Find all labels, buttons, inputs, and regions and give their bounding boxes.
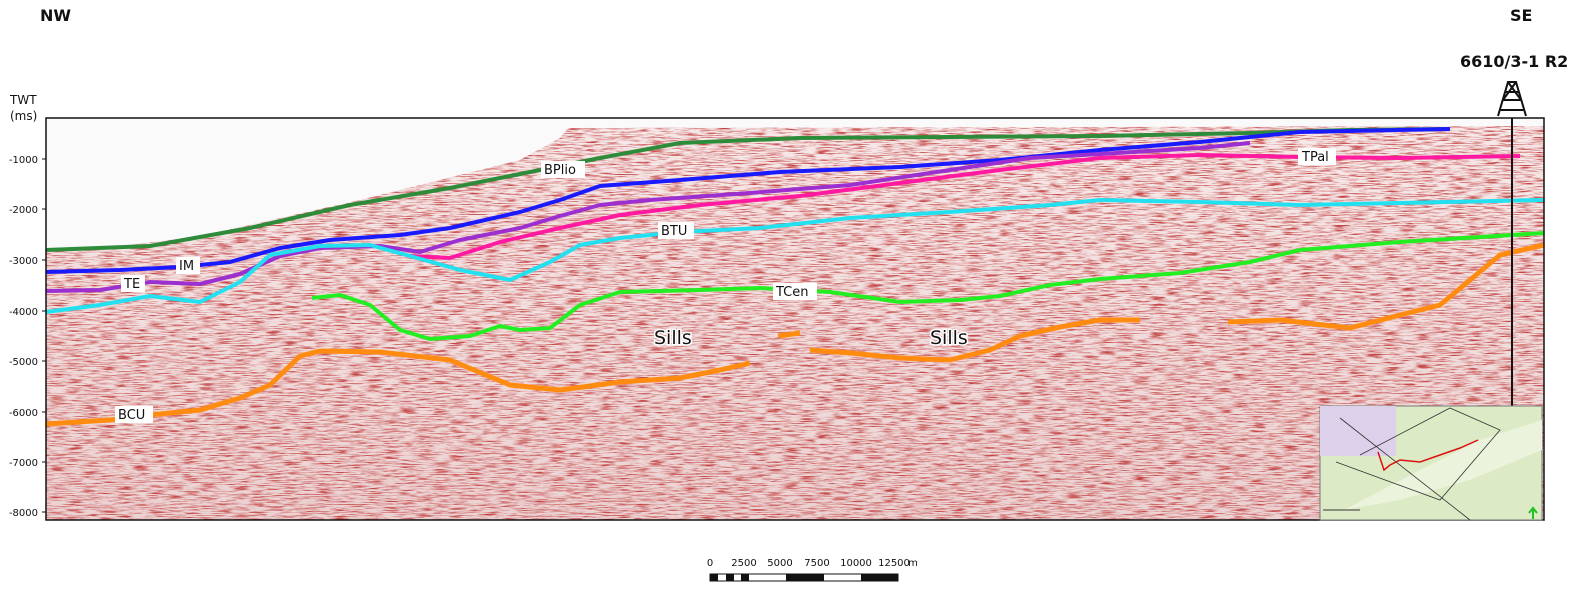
sills-annotation-1: Sills	[654, 327, 692, 349]
map-light-area	[1344, 420, 1542, 510]
derrick-icon	[1497, 81, 1527, 117]
seismic-reflectivity-texture	[46, 126, 1544, 520]
label-box	[176, 257, 200, 274]
label-box	[1298, 148, 1336, 165]
section-frame	[45, 117, 1545, 521]
horizon-label-im: IM	[179, 259, 194, 274]
map-section-line	[1377, 439, 1479, 472]
scale-tick-label: 2500	[731, 558, 756, 569]
tick-label: -7000	[9, 458, 38, 469]
horizon-line-tcen	[311, 231, 1544, 341]
horizon-line-bcu-fragment	[777, 330, 801, 339]
scale-tick-label: 7500	[804, 558, 829, 569]
horizon-label-bplio: BPlio	[544, 163, 576, 178]
horizon-line-bcu-east	[1227, 242, 1544, 331]
label-box	[658, 222, 694, 239]
horizon-labels: BPlio TPal IM TE BTU TCen BCU	[115, 148, 1336, 423]
horizon-line-bcu	[46, 348, 751, 427]
tick-label: -4000	[9, 307, 38, 318]
well-name-label: 6610/3-1 R2	[1460, 52, 1569, 71]
axis-title-line2: (ms)	[10, 109, 38, 123]
axis-ticks	[42, 158, 46, 513]
label-box	[541, 161, 585, 178]
horizon-line-btu	[46, 198, 1544, 314]
horizon-label-btu: BTU	[661, 224, 687, 239]
sills-annotation-2: Sills	[930, 327, 968, 349]
scale-unit-label: m	[908, 558, 918, 569]
scale-tick-label: 0	[707, 558, 713, 569]
horizon-label-te: TE	[123, 277, 140, 292]
scale-bar: 0 2500 5000 7500 10000 12500 m	[707, 558, 918, 582]
direction-se-label: SE	[1510, 6, 1533, 25]
horizon-label-tpal: TPal	[1301, 150, 1329, 165]
tick-label: -8000	[9, 508, 38, 519]
horizon-line-bcu-middle	[809, 317, 1140, 363]
tick-label: -2000	[9, 205, 38, 216]
map-polygon-purple	[1320, 406, 1396, 456]
location-map-inset	[1319, 405, 1543, 521]
horizon-line-te	[46, 141, 1251, 293]
tick-label: -5000	[9, 357, 38, 368]
axis-tick-labels: -1000 -2000 -3000 -4000 -5000 -6000 -700…	[9, 155, 38, 519]
tick-label: -6000	[9, 408, 38, 419]
horizon-label-bcu: BCU	[118, 408, 145, 423]
scale-tick-label: 5000	[767, 558, 792, 569]
axis-title: TWT (ms)	[10, 92, 37, 124]
label-box	[115, 406, 153, 423]
horizon-line-bplio	[46, 127, 1451, 252]
label-box	[121, 275, 145, 292]
scale-tick-label: 12500	[878, 558, 910, 569]
north-arrow-icon	[1528, 506, 1538, 519]
direction-nw-label: NW	[40, 6, 72, 25]
scale-tick-label: 10000	[840, 558, 872, 569]
tick-label: -3000	[9, 256, 38, 267]
axis-title-line1: TWT	[10, 93, 37, 107]
horizon-label-tcen: TCen	[775, 285, 809, 300]
tick-label: -1000	[9, 155, 38, 166]
map-survey-lines	[1335, 407, 1501, 521]
horizon-line-im	[46, 127, 1451, 274]
label-box	[773, 283, 817, 300]
horizon-line-tpal	[409, 153, 1521, 260]
